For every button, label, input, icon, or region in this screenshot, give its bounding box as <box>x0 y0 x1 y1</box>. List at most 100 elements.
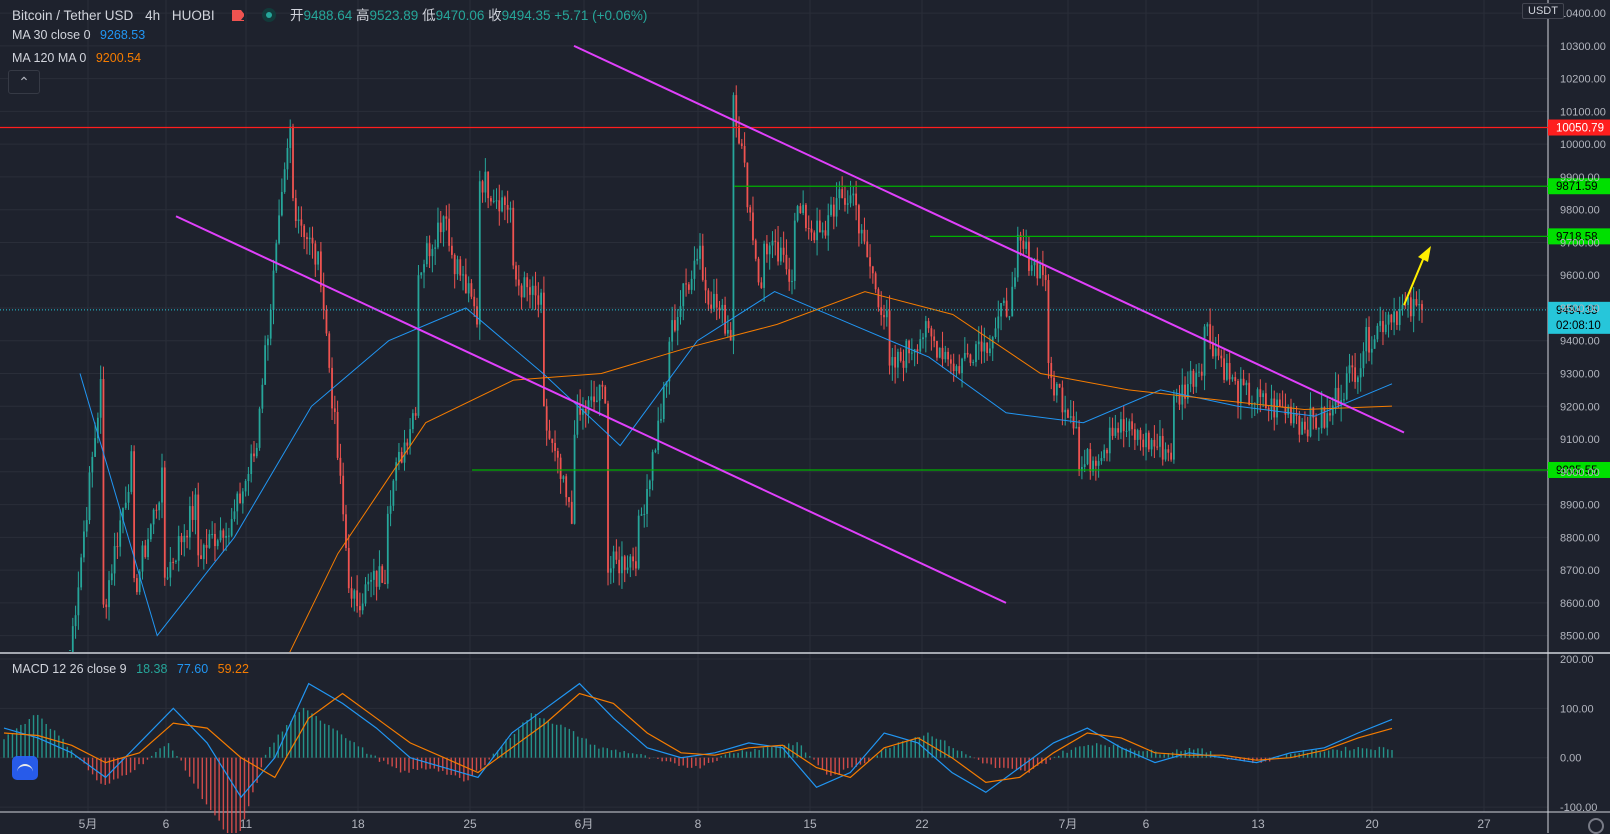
candle <box>1242 378 1245 386</box>
candle <box>944 351 947 360</box>
candle <box>1418 304 1421 306</box>
candle <box>905 340 908 368</box>
macd-label: MACD 12 26 close 9 <box>12 662 127 676</box>
signal-line <box>3 692 1393 784</box>
candle <box>1223 358 1225 380</box>
x-tick-label: 13 <box>1251 817 1265 831</box>
ma120-legend[interactable]: MA 120 MA 0 9200.54 <box>12 51 141 65</box>
y-tick-label: 9800.00 <box>1560 205 1600 217</box>
candle <box>188 506 191 538</box>
candle <box>102 379 105 605</box>
candle <box>710 304 713 309</box>
candle <box>827 215 830 236</box>
candle <box>473 296 476 307</box>
candle <box>119 520 122 547</box>
candle <box>916 349 919 352</box>
candle <box>297 219 300 221</box>
candle <box>453 254 456 275</box>
candle <box>292 126 294 199</box>
candle <box>211 534 214 536</box>
candle <box>400 451 403 463</box>
candle <box>74 615 77 627</box>
x-tick-label: 11 <box>240 817 253 831</box>
candle <box>180 536 183 543</box>
market-status-icon[interactable] <box>262 8 277 22</box>
candle <box>726 329 729 334</box>
candle <box>1326 413 1329 428</box>
candle <box>997 316 1000 329</box>
candle <box>618 559 621 574</box>
candle <box>844 198 846 205</box>
flag-icon[interactable] <box>232 10 246 21</box>
candle <box>523 277 526 298</box>
candle <box>1106 449 1108 454</box>
candle <box>857 205 860 234</box>
candle <box>1014 277 1016 287</box>
candle <box>646 489 648 514</box>
symbol-name[interactable]: Bitcoin / Tether USD <box>12 8 134 23</box>
candle <box>526 277 529 288</box>
candle <box>693 260 696 279</box>
tradingview-logo-icon[interactable] <box>12 756 38 780</box>
candle <box>983 342 986 352</box>
candle <box>1248 382 1251 405</box>
collapse-legend-button[interactable]: ⌃ <box>8 70 40 94</box>
symbol-header: Bitcoin / Tether USD 4h HUOBI 开9488.64 高… <box>12 4 647 24</box>
candle <box>1203 326 1206 376</box>
candle <box>902 360 905 368</box>
macd-hist-value: 18.38 <box>136 662 168 676</box>
currency-button[interactable]: USDT <box>1522 3 1564 19</box>
candle <box>1317 428 1320 430</box>
candle <box>1365 327 1368 352</box>
candle <box>679 306 682 318</box>
candle <box>1147 432 1150 450</box>
candle <box>347 547 350 589</box>
candle <box>924 321 927 338</box>
candle <box>1404 304 1407 306</box>
high-label: 高 <box>356 8 370 23</box>
candle <box>637 515 640 569</box>
candle <box>1320 407 1323 429</box>
candle <box>1301 421 1304 435</box>
candle <box>1276 399 1278 418</box>
candle <box>665 381 668 387</box>
candle <box>308 237 311 240</box>
y-tick-label: 9500.00 <box>1560 303 1600 315</box>
candle <box>1120 419 1122 433</box>
gear-icon[interactable] <box>1588 818 1604 834</box>
candle <box>99 379 102 418</box>
candle <box>222 530 225 538</box>
candle <box>183 535 186 543</box>
candle <box>936 340 938 358</box>
candle <box>1415 299 1418 306</box>
moving-averages <box>79 291 1393 652</box>
candle <box>1055 383 1058 396</box>
candle <box>760 282 763 288</box>
candle <box>1022 240 1025 249</box>
candle <box>370 579 372 582</box>
candle <box>386 513 389 584</box>
candle <box>314 243 317 265</box>
candle <box>1173 396 1175 460</box>
candle <box>607 403 609 573</box>
candle <box>1356 377 1359 383</box>
ma30-legend[interactable]: MA 30 close 0 9268.53 <box>12 28 145 42</box>
candle <box>818 220 821 233</box>
candle <box>272 270 275 310</box>
y-tick-label: 10200.00 <box>1560 74 1606 86</box>
candle <box>713 293 715 309</box>
candle <box>1345 373 1348 400</box>
candle <box>989 348 991 354</box>
interval-label[interactable]: 4h <box>145 8 161 23</box>
candle <box>481 181 484 193</box>
macd-legend[interactable]: MACD 12 26 close 9 18.38 77.60 59.22 <box>12 662 249 676</box>
x-tick-label: 6月 <box>575 817 594 831</box>
ma30-label: MA 30 close 0 <box>12 28 91 42</box>
candle <box>1267 408 1270 411</box>
candle <box>1122 419 1125 432</box>
countdown-label: 02:08:10 <box>1556 320 1601 332</box>
y-tick-label: 10400.00 <box>1560 8 1606 20</box>
price-level-label: 9005.55 <box>1556 465 1598 477</box>
macd-lines <box>3 682 1393 799</box>
